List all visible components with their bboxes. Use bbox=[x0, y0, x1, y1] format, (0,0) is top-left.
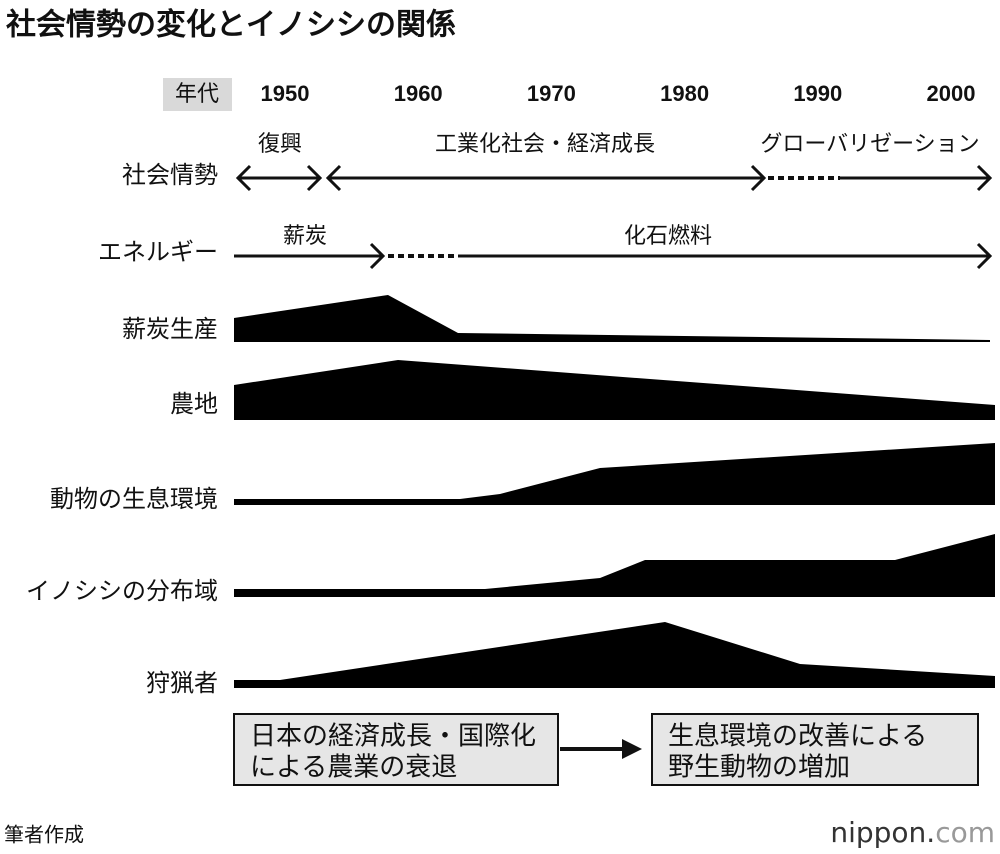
phase: 工業化社会・経済成長 bbox=[435, 132, 655, 157]
row-label: 社会情勢 bbox=[122, 161, 218, 189]
box bbox=[651, 713, 979, 786]
year: 1950 bbox=[261, 81, 310, 106]
phase: 復興 bbox=[258, 132, 302, 157]
year: 1980 bbox=[660, 81, 709, 106]
year: 2000 bbox=[927, 81, 976, 106]
source: 筆者作成 bbox=[4, 823, 84, 847]
energy-arrows bbox=[234, 242, 993, 270]
flow-arrow-head bbox=[622, 739, 642, 759]
society-arrows bbox=[235, 164, 993, 192]
box-text: 野生動物の増加 bbox=[668, 753, 850, 783]
logo: nippon.com bbox=[830, 816, 995, 849]
profiles bbox=[234, 295, 995, 688]
era-label: 年代 bbox=[175, 82, 219, 107]
logo-part: nippon. bbox=[830, 816, 935, 849]
row-label: 農地 bbox=[170, 390, 218, 418]
row-label: 薪炭生産 bbox=[122, 315, 218, 343]
row-label: 狩猟者 bbox=[146, 669, 218, 697]
row-label: エネルギー bbox=[98, 238, 218, 266]
year: 1970 bbox=[527, 81, 576, 106]
box-text: 生息環境の改善による bbox=[668, 722, 927, 752]
phase: グローバリゼーション bbox=[760, 132, 979, 157]
box bbox=[233, 713, 559, 786]
box-text: 日本の経済成長・国際化 bbox=[250, 722, 536, 752]
era-label-bg bbox=[163, 78, 232, 111]
phase: 薪炭 bbox=[283, 224, 327, 249]
logo-part: com bbox=[935, 816, 995, 849]
title: 社会情勢の変化とイノシシの関係 bbox=[6, 8, 456, 43]
year: 1990 bbox=[793, 81, 842, 106]
row-label: 動物の生息環境 bbox=[50, 485, 218, 513]
phase: 化石燃料 bbox=[624, 224, 712, 249]
year: 1960 bbox=[394, 81, 443, 106]
box-text: による農業の衰退 bbox=[250, 753, 457, 783]
row-label: イノシシの分布域 bbox=[26, 577, 218, 605]
